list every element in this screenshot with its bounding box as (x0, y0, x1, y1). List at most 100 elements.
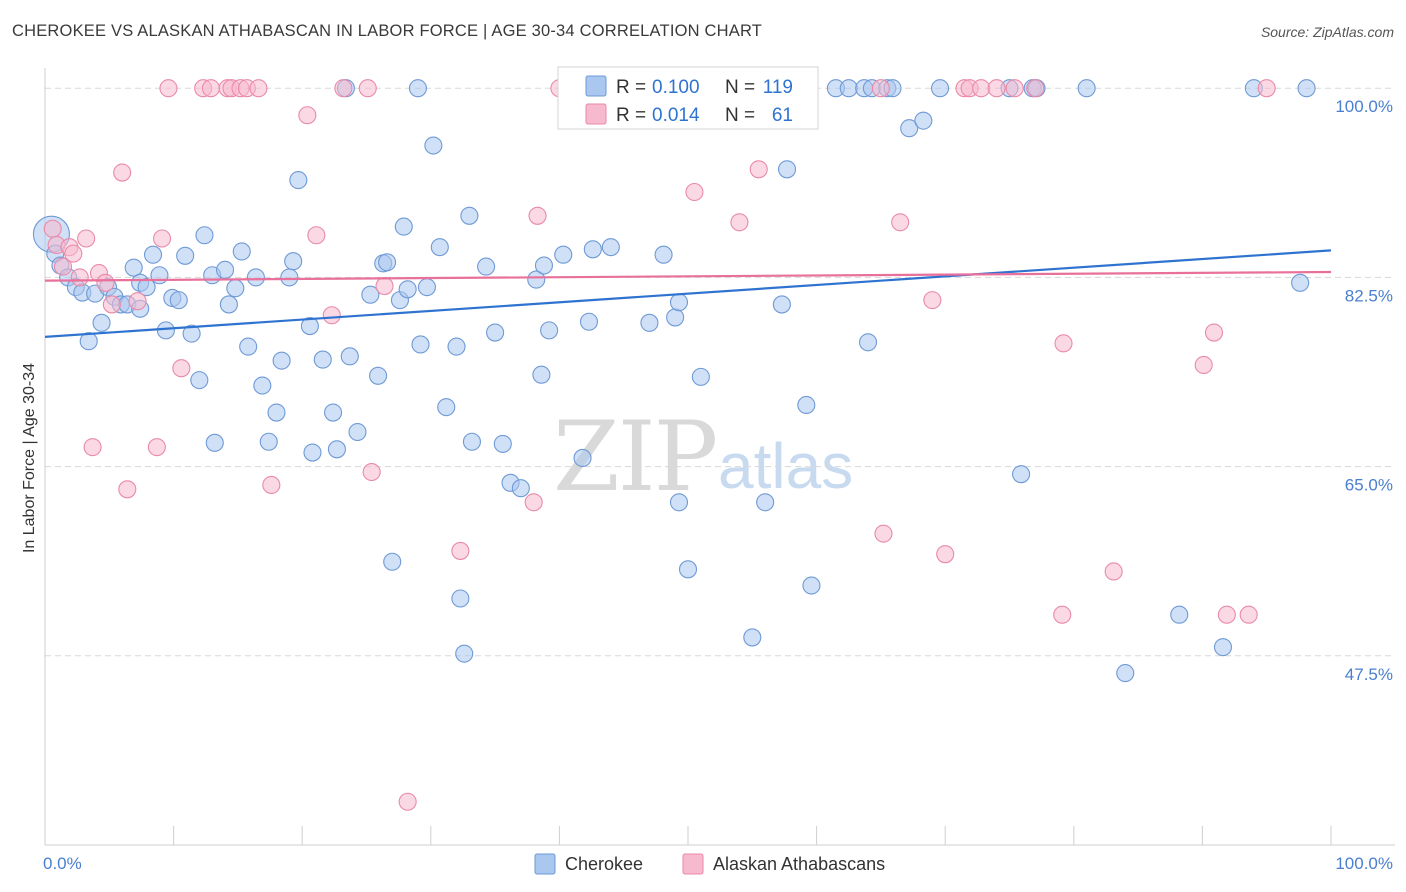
legend-n-label-cherokee: N = (725, 77, 755, 98)
alaskan-point (1053, 605, 1072, 624)
alaskan-point (118, 480, 137, 499)
y-axis-label: In Labor Force | Age 30-34 (21, 363, 38, 553)
cherokee-point (348, 422, 367, 442)
alaskan-trend-line (44, 270, 1332, 282)
legend-r-value-alaskan: 0.014 (652, 105, 700, 126)
cherokee-point (931, 79, 950, 98)
trend-lines (44, 249, 1332, 338)
cherokee-point (398, 280, 417, 299)
cherokee-point (280, 268, 299, 287)
cherokee-point (640, 313, 659, 332)
source-credit: Source: ZipAtlas.com (1260, 24, 1394, 40)
cherokee-point (190, 371, 209, 390)
alaskan-point (936, 545, 955, 564)
alaskan-point (249, 79, 268, 98)
cherokee-point (1077, 79, 1096, 98)
cherokee-point (777, 160, 797, 179)
cherokee-point (691, 367, 710, 386)
legend-r-label-cherokee: R = (616, 77, 646, 98)
alaskan-point (362, 462, 381, 482)
cherokee-point (378, 253, 397, 272)
series-legend-swatch-alaskan (682, 853, 704, 875)
alaskan-point (1054, 334, 1073, 353)
alaskan-point (451, 541, 470, 560)
cherokee-point (527, 270, 546, 289)
legend-swatch-cherokee (585, 75, 607, 97)
cherokee-point (451, 589, 470, 608)
alaskan-point (159, 79, 178, 98)
cherokee-point (92, 313, 111, 332)
cherokee-point (259, 432, 278, 451)
cherokee-point (430, 238, 449, 257)
cherokee-point (669, 493, 689, 512)
alaskan-point (398, 792, 417, 811)
cherokee-points (32, 79, 1316, 683)
alaskan-point (53, 257, 73, 276)
cherokee-point (340, 347, 359, 366)
cherokee-point (324, 403, 343, 422)
cherokee-point (361, 285, 380, 304)
alaskan-point (685, 182, 704, 202)
alaskan-point (83, 438, 102, 457)
alaskan-point (972, 79, 991, 98)
cherokee-point (383, 552, 402, 571)
alaskan-point (77, 229, 96, 248)
cherokee-point (205, 433, 224, 452)
cherokee-point (540, 321, 559, 340)
watermark-atlas: atlas (718, 430, 853, 502)
alaskan-point (1217, 605, 1236, 624)
cherokee-point (219, 295, 238, 314)
x-tick-label: 0.0% (43, 854, 82, 873)
cherokee-point (267, 403, 286, 422)
alaskan-point (524, 493, 543, 512)
alaskan-point (528, 206, 547, 225)
alaskan-point (43, 219, 62, 238)
cherokee-point (143, 245, 163, 264)
stats-legend: R = 0.100 N = 119 R = 0.014 N = 61 (557, 66, 819, 130)
alaskan-point (1104, 562, 1123, 581)
chart-title: CHEROKEE VS ALASKAN ATHABASCAN IN LABOR … (12, 22, 763, 40)
cherokee-point (554, 245, 573, 264)
alaskan-point (201, 79, 220, 98)
cherokee-point (124, 258, 143, 277)
alaskan-point (987, 79, 1006, 98)
cherokee-point (182, 324, 201, 343)
axes: 100.0% 82.5% 65.0% 47.5% 0.0% 100.0% (43, 68, 1395, 873)
cherokee-point (534, 256, 554, 275)
series-legend: Cherokee Alaskan Athabascans (534, 853, 885, 875)
cherokee-point (195, 226, 214, 245)
cherokee-point (394, 217, 413, 236)
cherokee-point (601, 238, 620, 257)
cherokee-point (669, 293, 689, 312)
cherokee-point (772, 295, 791, 314)
cherokee-point (300, 317, 319, 336)
cherokee-point (408, 79, 427, 98)
cherokee-point (417, 278, 436, 297)
cherokee-point (455, 644, 474, 663)
y-tick-label: 47.5% (1345, 665, 1393, 684)
alaskan-point (871, 79, 890, 98)
cherokee-point (79, 332, 98, 351)
cherokee-point (156, 321, 175, 340)
cherokee-point (150, 266, 169, 285)
alaskan-point (334, 79, 353, 98)
cherokee-point (511, 479, 530, 498)
alaskan-point (1239, 605, 1258, 624)
cherokee-trend-line (44, 249, 1332, 338)
cherokee-point (460, 206, 479, 225)
cherokee-point (303, 443, 322, 462)
alaskan-point (262, 475, 281, 495)
legend-r-label-alaskan: R = (616, 105, 646, 126)
legend-n-value-alaskan: 61 (772, 105, 793, 126)
cherokee-point (327, 440, 346, 459)
alaskan-point (128, 292, 147, 311)
cherokee-point (226, 279, 245, 298)
alaskan-point (147, 438, 166, 457)
x-tick-label: 100.0% (1335, 854, 1393, 873)
cherokee-point (858, 333, 878, 352)
cherokee-point (239, 337, 258, 356)
alaskan-point (358, 79, 377, 98)
cherokee-point (756, 493, 775, 512)
cherokee-point (1012, 465, 1031, 484)
